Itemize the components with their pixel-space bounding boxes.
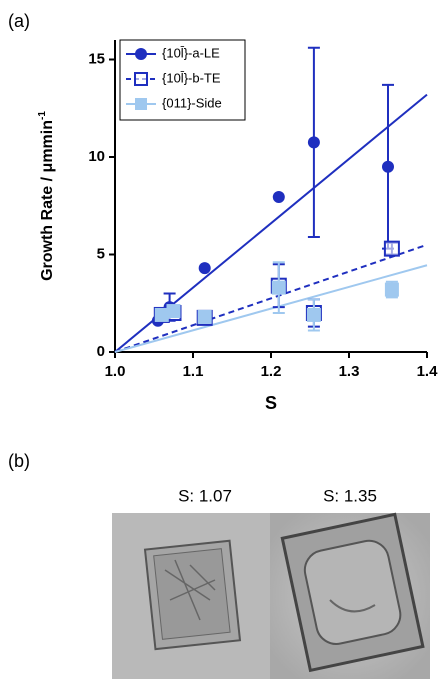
y-tick-label: 0 [97, 343, 105, 360]
data-point [272, 190, 285, 203]
data-point [382, 160, 394, 173]
x-tick-label: 1.0 [105, 363, 126, 380]
legend-label: {10l̄}-a-LE [162, 45, 220, 60]
x-tick-label: 1.4 [417, 363, 439, 380]
y-tick-label: 15 [88, 50, 105, 67]
panel-label: (a) [8, 11, 30, 31]
image-caption: S: 1.07 [178, 486, 232, 505]
data-point [198, 262, 211, 275]
micrograph-left [112, 513, 270, 679]
y-axis-label-superscript: -1 [37, 111, 48, 120]
data-point [166, 304, 181, 319]
y-tick-label: 5 [97, 245, 105, 262]
legend-marker [135, 48, 147, 60]
legend-label: {10l̄}-b-TE [162, 70, 221, 85]
y-axis-label: Growth Rate / μmmin-1 [37, 111, 57, 281]
legend-marker [135, 98, 147, 110]
fit-line [114, 243, 428, 353]
fit-line [114, 264, 428, 353]
image-caption: S: 1.35 [323, 486, 377, 505]
data-point [197, 309, 212, 324]
y-tick-label: 10 [88, 148, 105, 165]
x-tick-label: 1.1 [183, 363, 204, 380]
data-point [306, 307, 321, 322]
data-point [307, 136, 320, 149]
data-point [271, 280, 286, 295]
panel-label: (b) [8, 451, 30, 471]
x-tick-label: 1.3 [339, 363, 360, 380]
micrograph-right [270, 512, 430, 679]
data-point [384, 282, 399, 297]
legend-marker [134, 72, 148, 86]
data-point [383, 240, 400, 257]
x-tick-label: 1.2 [261, 363, 282, 380]
y-axis-label-text: Growth Rate / μmmin [39, 120, 56, 281]
data-point [154, 307, 169, 322]
x-axis-label: S [265, 393, 277, 413]
legend-label: {011}-Side [162, 95, 222, 110]
